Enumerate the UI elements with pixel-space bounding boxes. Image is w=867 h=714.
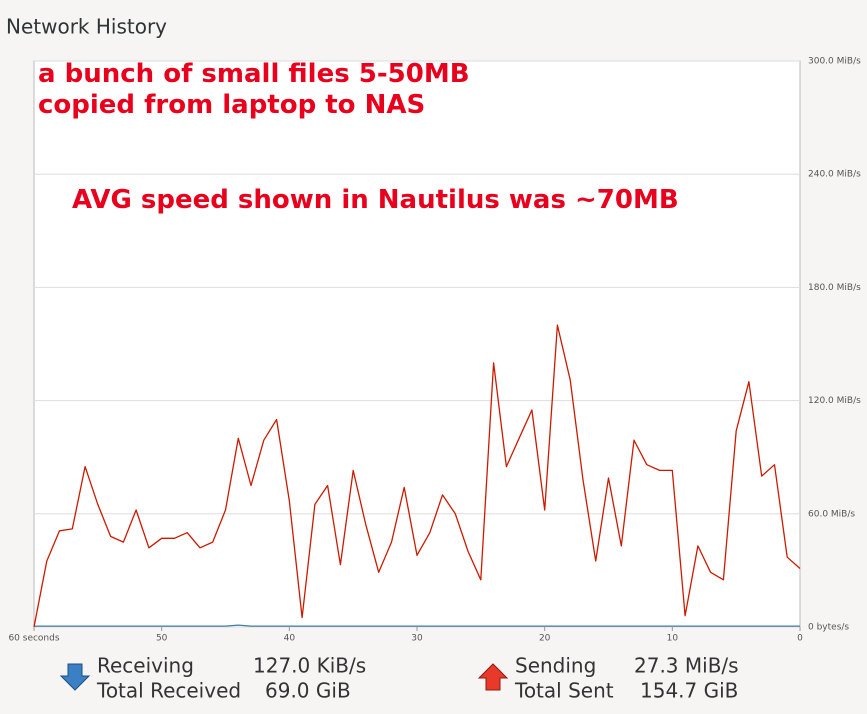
total-received-label: Total Received bbox=[96, 679, 241, 703]
total-sent: 154.7 GiB bbox=[640, 679, 738, 703]
x-tick-label: 50 bbox=[156, 634, 168, 644]
sending-rate: 27.3 MiB/s bbox=[634, 654, 739, 678]
receiving-label: Receiving bbox=[97, 654, 194, 678]
y-tick-label: 120.0 MiB/s bbox=[808, 396, 861, 406]
y-tick-label: 0 bytes/s bbox=[808, 623, 849, 633]
sending-label: Sending bbox=[515, 654, 596, 678]
receiving-icon bbox=[59, 663, 91, 691]
x-tick-label: 20 bbox=[539, 634, 551, 644]
annotation: a bunch of small files 5-50MB bbox=[38, 59, 470, 89]
y-tick-label: 180.0 MiB/s bbox=[808, 283, 861, 293]
annotation: copied from laptop to NAS bbox=[38, 90, 425, 120]
series-line bbox=[33, 324, 801, 628]
x-tick-label: 0 bbox=[797, 634, 803, 644]
section-title: Network History bbox=[6, 15, 167, 39]
receiving-rate: 127.0 KiB/s bbox=[253, 654, 366, 678]
plot-area bbox=[33, 60, 801, 628]
series-line bbox=[34, 624, 800, 627]
total-received: 69.0 GiB bbox=[265, 679, 351, 703]
x-tick-label: 10 bbox=[667, 634, 679, 644]
sending-icon bbox=[477, 663, 509, 691]
y-tick-label: 60.0 MiB/s bbox=[808, 509, 855, 519]
total-sent-label: Total Sent bbox=[514, 679, 614, 703]
annotation: AVG speed shown in Nautilus was ~70MB bbox=[72, 185, 679, 215]
x-tick-label: 40 bbox=[284, 634, 296, 644]
y-tick-label: 240.0 MiB/s bbox=[808, 170, 861, 180]
y-tick-label: 300.0 MiB/s bbox=[808, 57, 861, 67]
x-tick-label: 30 bbox=[411, 634, 423, 644]
x-tick-label: 60 seconds bbox=[8, 634, 59, 644]
